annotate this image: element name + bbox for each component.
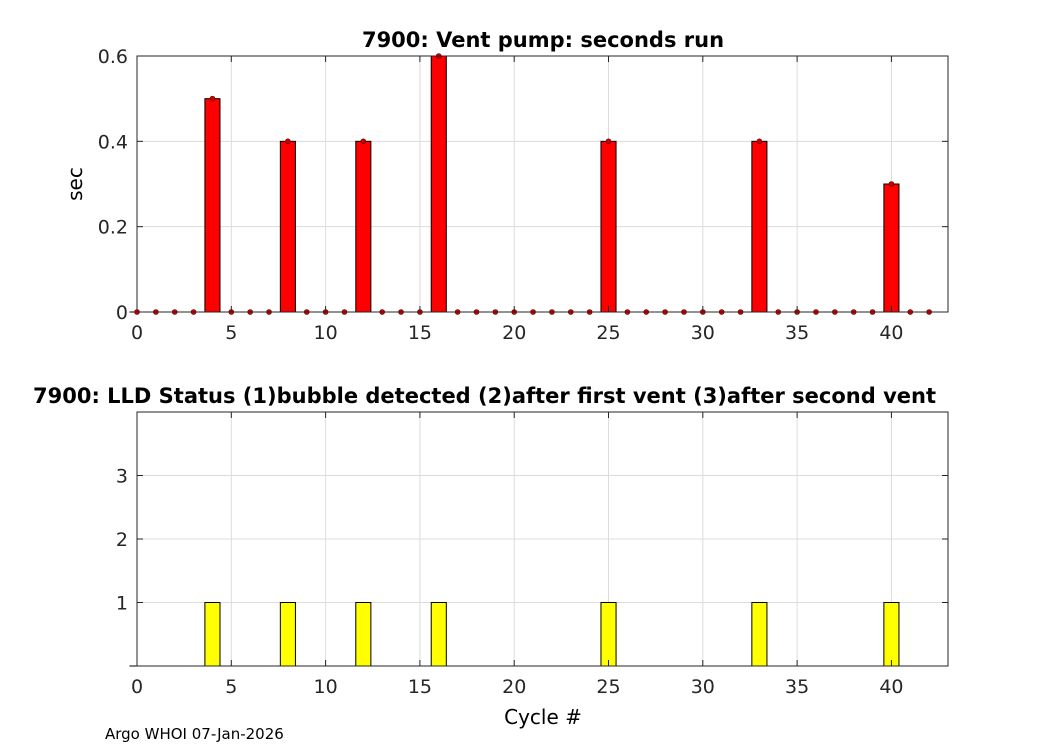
y-tick-label: 1 (116, 593, 128, 615)
x-tick-label: 40 (879, 322, 903, 344)
bar (279, 140, 296, 313)
x-tick-label: 20 (502, 676, 526, 698)
data-point (285, 138, 291, 145)
x-tick-label: 0 (131, 676, 143, 698)
bar (600, 140, 617, 313)
y-tick-label: 0.2 (98, 217, 128, 239)
bar (279, 602, 296, 667)
data-point (888, 181, 895, 187)
x-tick-label: 15 (408, 676, 432, 698)
x-tick-label: 30 (691, 676, 715, 698)
y-tick-label: 0.4 (98, 131, 128, 153)
x-tick-label: 35 (785, 676, 809, 698)
axes-frame (136, 55, 949, 313)
bar (430, 602, 447, 667)
y-tick-label: 0 (116, 302, 128, 324)
x-axis-label: Cycle # (504, 705, 582, 729)
plot-area (137, 56, 948, 312)
y-tick-label: 2 (116, 529, 128, 551)
y-tick-label: 0.6 (98, 46, 128, 68)
y-tick-label: 3 (116, 466, 128, 488)
chart-title: 7900: Vent pump: seconds run (362, 28, 724, 52)
x-tick-label: 25 (596, 676, 620, 698)
data-point (360, 138, 367, 145)
x-tick-label: 25 (596, 322, 620, 344)
x-tick-label: 15 (408, 322, 432, 344)
x-tick-label: 10 (314, 322, 338, 344)
x-tick-label: 30 (691, 322, 715, 344)
bar (204, 98, 221, 313)
bar (883, 183, 900, 313)
x-tick-label: 5 (225, 676, 237, 698)
bar (355, 602, 372, 667)
x-tick-label: 20 (502, 322, 526, 344)
footer-credit: Argo WHOI 07-Jan-2026 (105, 725, 284, 743)
data-point (209, 95, 216, 102)
x-tick-label: 35 (785, 322, 809, 344)
bar (751, 602, 768, 667)
bar (355, 140, 372, 313)
x-tick-label: 0 (131, 322, 143, 344)
x-tick-label: 40 (879, 676, 903, 698)
chart-title: 7900: LLD Status (1)bubble detected (2)a… (33, 384, 936, 408)
bar (430, 55, 447, 313)
bar (600, 602, 617, 667)
bar (883, 602, 900, 667)
bar (204, 602, 221, 667)
x-tick-label: 5 (225, 322, 237, 344)
bar (751, 140, 768, 313)
vent-pump-chart: 7900: Vent pump: seconds run sec 0 5 10 15 2… (63, 28, 949, 344)
y-axis-label: sec (63, 167, 87, 201)
data-point (756, 138, 763, 145)
x-tick-label: 10 (314, 676, 338, 698)
data-point (605, 138, 612, 145)
lld-status-chart: 7900: LLD Status (1)bubble detected (2)a… (33, 384, 949, 729)
